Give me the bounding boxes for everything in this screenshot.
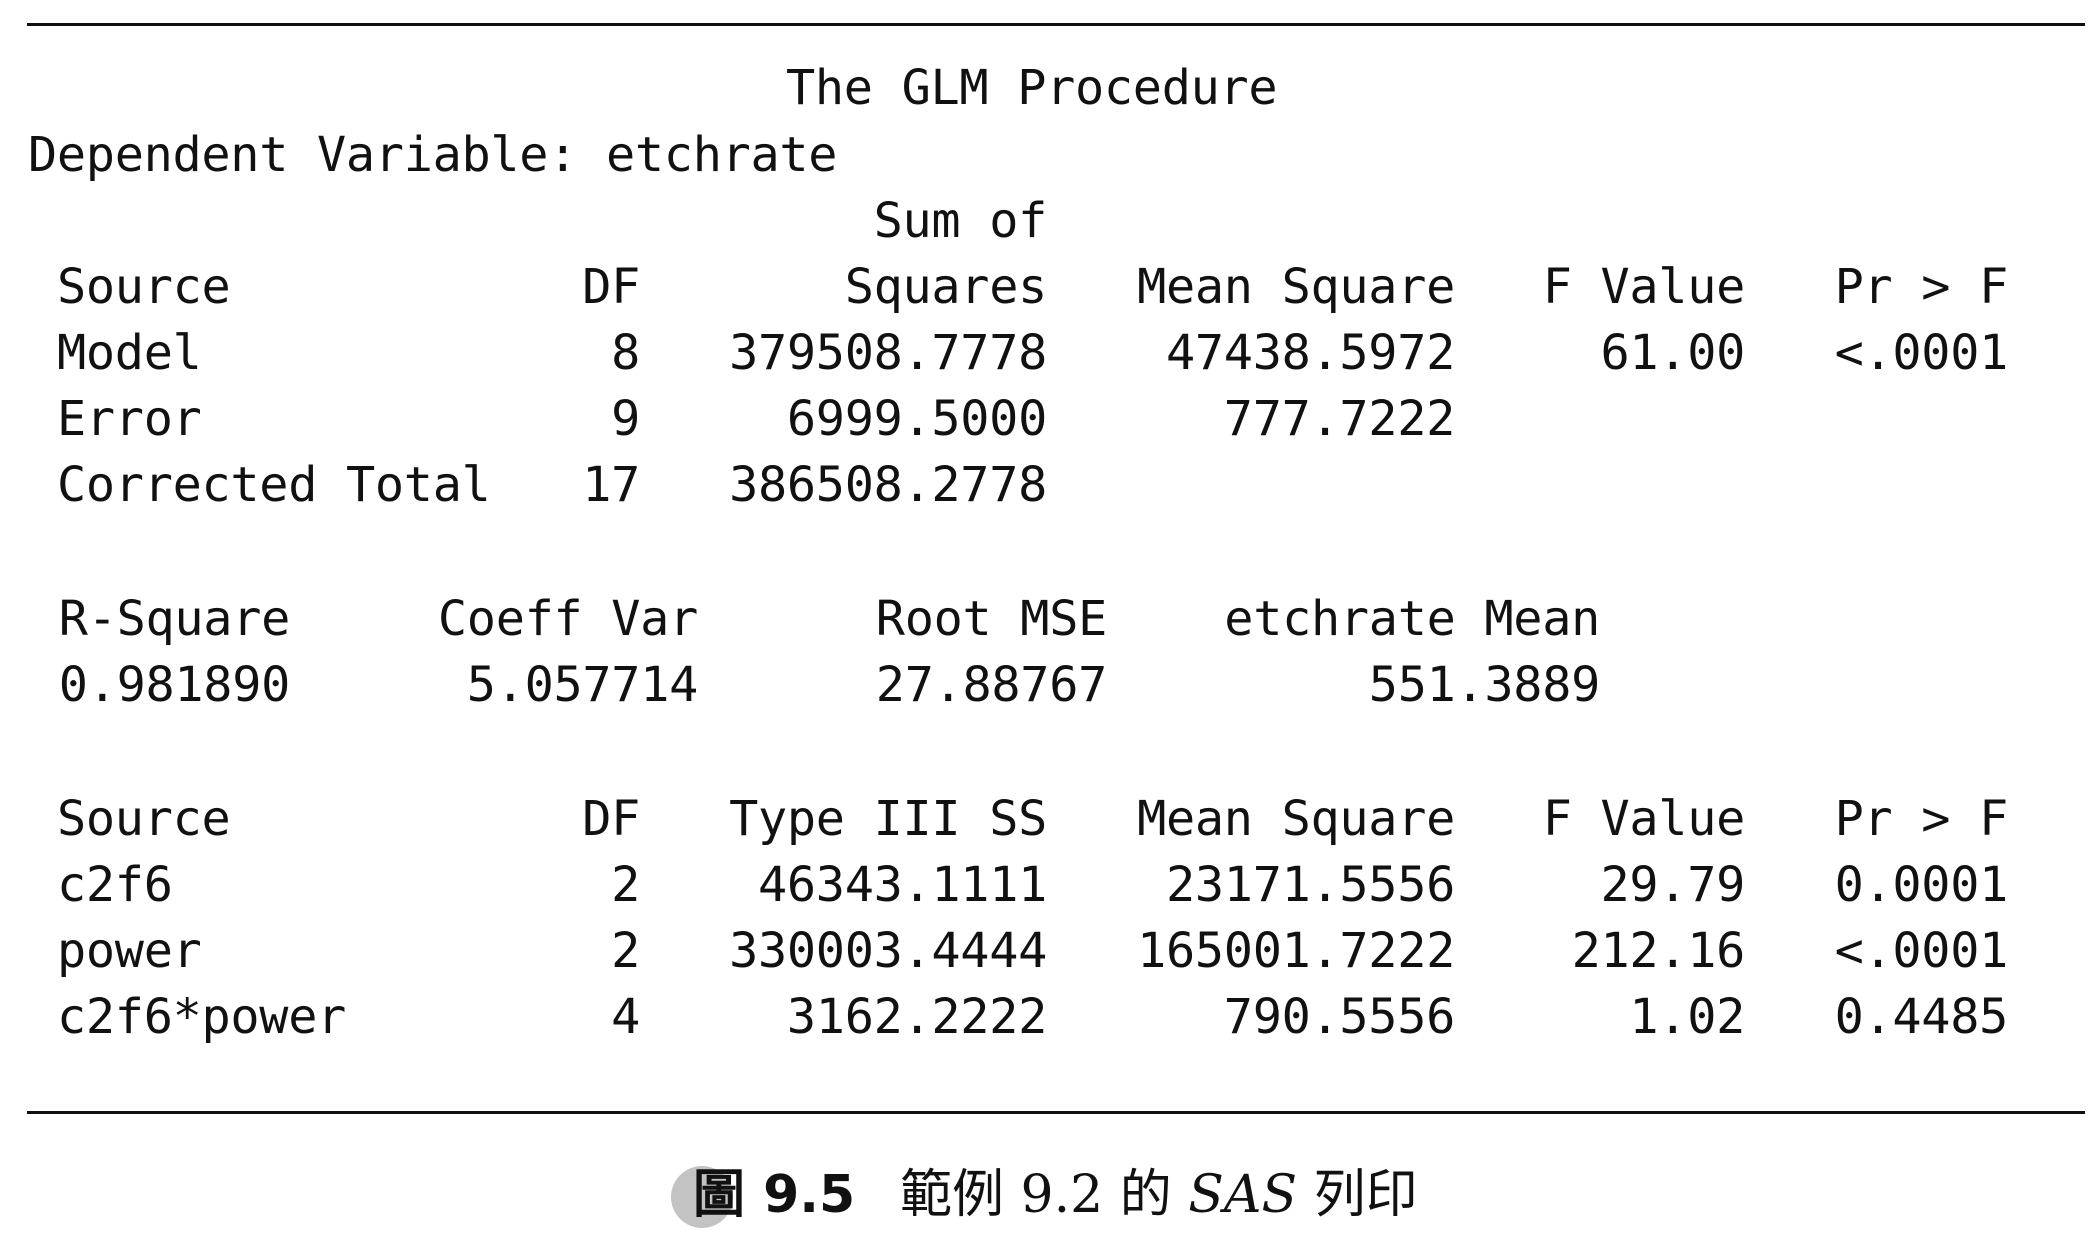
type3-row-power: power 2 330003.4444 165001.7222 212.16 <… bbox=[0, 918, 2100, 984]
circle-mark-icon bbox=[671, 1166, 733, 1228]
type3-header-df: DF bbox=[582, 791, 640, 847]
type3-df: 4 bbox=[611, 989, 640, 1045]
anova-df: 9 bbox=[611, 391, 640, 447]
anova-header: Source DF Squares Mean Square F Value Pr… bbox=[0, 254, 2100, 320]
anova-df: 17 bbox=[582, 457, 640, 513]
type3-p: 0.4485 bbox=[1834, 989, 2009, 1045]
type3-header-f: F Value bbox=[1542, 791, 1746, 847]
type3-source: power bbox=[57, 923, 202, 979]
anova-row-error: Error 9 6999.5000 777.7222 bbox=[0, 386, 2100, 452]
type3-df: 2 bbox=[611, 923, 640, 979]
anova-source: Corrected Total bbox=[57, 457, 491, 513]
bottom-rule bbox=[27, 1111, 2085, 1114]
figure-caption: 圖 9.5 範例 9.2 的 SAS 列印 bbox=[0, 1160, 2100, 1230]
type3-ms: 165001.7222 bbox=[1137, 923, 1455, 979]
type3-ss: 330003.4444 bbox=[729, 923, 1047, 979]
type3-ms: 790.5556 bbox=[1223, 989, 1456, 1045]
anova-row-corrected-total: Corrected Total 17 386508.2778 bbox=[0, 452, 2100, 518]
type3-ss: 3162.2222 bbox=[786, 989, 1047, 1045]
anova-source: Model bbox=[57, 325, 202, 381]
type3-f: 1.02 bbox=[1629, 989, 1745, 1045]
type3-f: 29.79 bbox=[1600, 857, 1746, 913]
anova-header-source: Source bbox=[57, 259, 231, 315]
type3-p: <.0001 bbox=[1834, 923, 2009, 979]
type3-header-source: Source bbox=[57, 791, 231, 847]
anova-header-f: F Value bbox=[1542, 259, 1746, 315]
anova-ms: 47438.5972 bbox=[1166, 325, 1455, 381]
caption-text-before: 範例 9.2 的 bbox=[900, 1165, 1189, 1225]
anova-header-p: Pr > F bbox=[1834, 259, 2009, 315]
fit-root-mse: 27.88767 bbox=[875, 657, 1108, 713]
fit-values: 0.981890 5.057714 27.88767 551.3889 bbox=[0, 652, 2100, 718]
fit-header-root-mse: Root MSE bbox=[875, 591, 1108, 647]
type3-f: 212.16 bbox=[1571, 923, 1746, 979]
dependent-variable: Dependent Variable: etchrate bbox=[28, 127, 838, 183]
figure-caption-text: 範例 9.2 的 SAS 列印 bbox=[900, 1160, 1418, 1230]
fit-coeff-var: 5.057714 bbox=[466, 657, 699, 713]
anova-f: 61.00 bbox=[1600, 325, 1746, 381]
anova-ss: 379508.7778 bbox=[729, 325, 1047, 381]
type3-ss: 46343.1111 bbox=[758, 857, 1047, 913]
type3-header-ms: Mean Square bbox=[1137, 791, 1455, 847]
type3-header: Source DF Type III SS Mean Square F Valu… bbox=[0, 786, 2100, 852]
anova-header-ms: Mean Square bbox=[1137, 259, 1455, 315]
fit-rsquare: 0.981890 bbox=[58, 657, 291, 713]
type3-df: 2 bbox=[611, 857, 640, 913]
type3-row-interaction: c2f6*power 4 3162.2222 790.5556 1.02 0.4… bbox=[0, 984, 2100, 1050]
anova-ss: 6999.5000 bbox=[786, 391, 1047, 447]
anova-header-ss-top: Sum of bbox=[873, 193, 1048, 249]
anova-header-df: DF bbox=[582, 259, 640, 315]
type3-header-ss: Type III SS bbox=[729, 791, 1047, 847]
fit-header-rsquare: R-Square bbox=[58, 591, 291, 647]
procedure-title: The GLM Procedure bbox=[786, 60, 1278, 116]
type3-source: c2f6*power bbox=[57, 989, 346, 1045]
fit-header-mean: etchrate Mean bbox=[1224, 591, 1600, 647]
anova-header-ss: Squares bbox=[844, 259, 1048, 315]
fit-mean: 551.3889 bbox=[1368, 657, 1601, 713]
anova-row-model: Model 8 379508.7778 47438.5972 61.00 <.0… bbox=[0, 320, 2100, 386]
figure-label: 圖 9.5 bbox=[693, 1165, 856, 1225]
type3-row-c2f6: c2f6 2 46343.1111 23171.5556 29.79 0.000… bbox=[0, 852, 2100, 918]
anova-df: 8 bbox=[611, 325, 640, 381]
anova-ms: 777.7222 bbox=[1223, 391, 1456, 447]
anova-header-top: Sum of bbox=[0, 188, 2100, 254]
anova-p: <.0001 bbox=[1834, 325, 2009, 381]
anova-ss: 386508.2778 bbox=[729, 457, 1047, 513]
fit-header-coeff-var: Coeff Var bbox=[437, 591, 698, 647]
fit-header: R-Square Coeff Var Root MSE etchrate Mea… bbox=[0, 586, 2100, 652]
type3-ms: 23171.5556 bbox=[1166, 857, 1455, 913]
anova-source: Error bbox=[57, 391, 202, 447]
type3-header-p: Pr > F bbox=[1834, 791, 2009, 847]
top-rule bbox=[27, 23, 2085, 26]
caption-text-after: 列印 bbox=[1297, 1165, 1418, 1225]
type3-source: c2f6 bbox=[57, 857, 173, 913]
type3-p: 0.0001 bbox=[1834, 857, 2009, 913]
caption-text-sas: SAS bbox=[1188, 1165, 1298, 1225]
